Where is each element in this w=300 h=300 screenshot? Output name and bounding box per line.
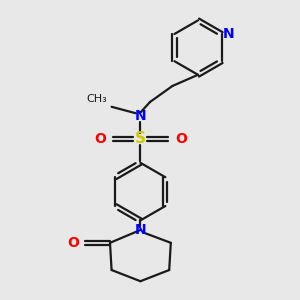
Text: O: O [68, 236, 80, 250]
Text: N: N [135, 110, 146, 123]
Text: CH₃: CH₃ [86, 94, 107, 103]
Text: O: O [175, 132, 187, 146]
Text: S: S [135, 131, 146, 146]
Text: O: O [94, 132, 106, 146]
Text: N: N [223, 27, 235, 41]
Text: N: N [135, 223, 146, 237]
